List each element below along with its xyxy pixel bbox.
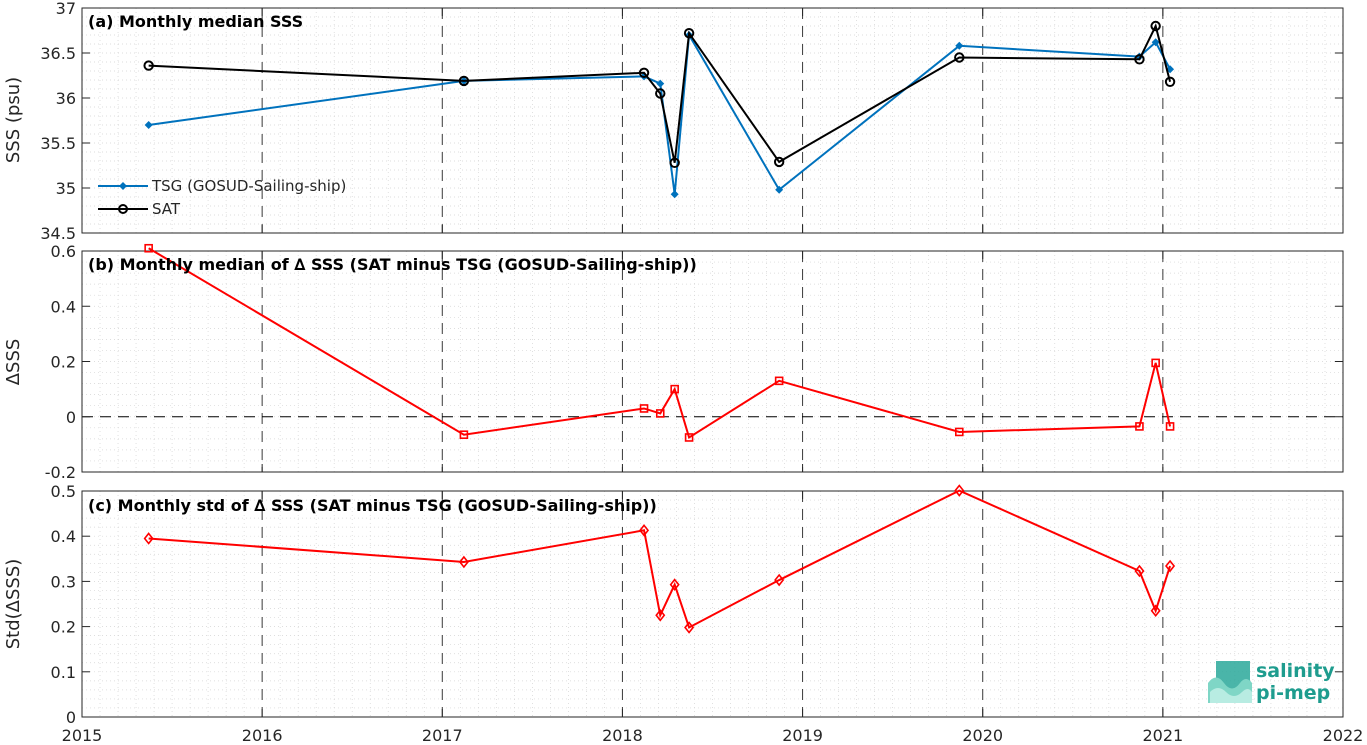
data-point (684, 621, 695, 634)
panel-a-grid (82, 8, 1343, 233)
x-tick-label: 2022 (1323, 726, 1364, 745)
legend-sat-label: SAT (152, 200, 181, 218)
data-point (656, 79, 665, 88)
data-point (684, 433, 694, 442)
data-point (955, 41, 964, 50)
y-tick-label: 0 (66, 708, 76, 727)
data-point (144, 243, 153, 253)
panel-c-title: (c) Monthly std of ∆ SSS (SAT minus TSG … (88, 496, 657, 515)
data-point (1150, 20, 1161, 32)
panel-c-grid (82, 491, 1343, 717)
x-tick-label: 2021 (1142, 726, 1183, 745)
panel-c-data-marks (143, 484, 1176, 634)
panel-c-axes-box (81, 490, 1344, 718)
panel-b-monthly-median-delta-sss: -0.2 0 0.2 0.4 0.6 (b) Monthly median of ∆ S… (3, 242, 1344, 482)
y-tick-label: 35.5 (40, 134, 76, 153)
legend-tsg-marker (119, 182, 127, 190)
x-tick-label: 2017 (422, 726, 463, 745)
y-tick-label: 0.3 (51, 572, 76, 591)
data-point (655, 609, 666, 622)
series-line (148, 247, 1172, 440)
x-tick-label: 2019 (782, 726, 823, 745)
panel-a-title: (a) Monthly median SSS (88, 12, 303, 31)
panel-a-monthly-median-sss: 34.5 35 35.5 36 36.5 37 (a) Monthly median SS… (3, 0, 1344, 243)
x-tick-label: 2018 (602, 726, 643, 745)
panel-a-y-ticks: 34.5 35 35.5 36 36.5 37 (40, 0, 1344, 243)
legend-sat-marker (118, 204, 128, 214)
y-tick-label: -0.2 (45, 463, 76, 482)
data-point (954, 52, 965, 63)
data-point (773, 156, 785, 168)
y-tick-label: 0 (66, 408, 76, 427)
data-point (143, 532, 154, 545)
data-point (1134, 564, 1145, 578)
panel-b-title: (b) Monthly median of ∆ SSS (SAT minus T… (88, 255, 697, 274)
panel-a-axes-box (81, 7, 1344, 234)
data-point (954, 484, 965, 497)
data-point (639, 524, 650, 537)
panel-c-monthly-std-delta-sss: 0 0.1 0.2 0.3 0.4 0.5 2015 2016 2017 2018 2019 202… (3, 482, 1363, 745)
data-point (774, 376, 784, 386)
data-point (774, 573, 785, 587)
data-point (458, 75, 470, 87)
y-tick-label: 36 (56, 89, 76, 108)
panel-b-y-axis-label: ΔSSS (3, 339, 24, 386)
data-point (459, 430, 469, 440)
logo-text-salinity: salinity (1256, 660, 1335, 682)
y-tick-label: 0.4 (51, 297, 76, 316)
panel-a-y-axis-label: SSS (psu) (3, 77, 24, 163)
data-point (670, 384, 679, 394)
panel-b-grid (82, 251, 1343, 472)
wave-logo-icon (1208, 661, 1252, 703)
data-point (144, 121, 153, 129)
data-point (1134, 54, 1145, 65)
y-tick-label: 0.5 (51, 482, 76, 501)
panel-b-axes-box (81, 250, 1344, 473)
y-tick-label: 37 (56, 0, 76, 18)
y-tick-label: 35 (56, 179, 76, 198)
data-point (655, 88, 666, 99)
panel-a-data-marks (143, 20, 1176, 199)
data-point (1150, 604, 1161, 618)
y-tick-label: 0.2 (51, 353, 76, 372)
x-tick-label: 2020 (962, 726, 1003, 745)
panel-b-y-ticks: -0.2 0 0.2 0.4 0.6 (45, 242, 1344, 482)
panel-a-legend: TSG (GOSUD-Sailing-ship) SAT (98, 177, 346, 218)
y-tick-label: 0.6 (51, 242, 76, 261)
panel-b-data-marks (144, 243, 1175, 442)
x-tick-label: 2016 (242, 726, 283, 745)
data-point (669, 578, 680, 591)
data-point (638, 67, 650, 79)
panel-c-y-axis-label: Std(ΔSSS) (3, 559, 24, 650)
y-tick-label: 0.2 (51, 618, 76, 637)
y-tick-label: 0.1 (51, 663, 76, 682)
data-point (655, 409, 665, 418)
panel-c-y-ticks: 0 0.1 0.2 0.3 0.4 0.5 (51, 482, 1344, 727)
series-line (148, 23, 1172, 164)
x-tick-label: 2015 (62, 726, 103, 745)
y-tick-label: 0.4 (51, 527, 76, 546)
data-point (1164, 76, 1176, 88)
data-point (143, 60, 154, 71)
data-point (1151, 358, 1160, 368)
x-axis-tick-labels: 2015 2016 2017 2018 2019 2020 2021 2022 (62, 726, 1364, 745)
logo-text-pi-mep: pi-mep (1256, 682, 1330, 704)
y-tick-label: 36.5 (40, 44, 76, 63)
data-point (1165, 559, 1176, 573)
data-point (669, 157, 680, 169)
data-point (683, 28, 695, 39)
data-point (775, 185, 784, 194)
data-point (458, 555, 469, 569)
y-tick-label: 34.5 (40, 224, 76, 243)
data-point (1135, 422, 1144, 431)
data-point (954, 427, 964, 437)
data-point (670, 190, 679, 199)
series-line (148, 489, 1172, 629)
data-point (1151, 38, 1160, 47)
data-point (639, 404, 649, 413)
salinity-pi-mep-logo: salinity pi-mep (1208, 660, 1335, 704)
data-point (1165, 422, 1175, 431)
legend-tsg-label: TSG (GOSUD-Sailing-ship) (151, 177, 346, 195)
